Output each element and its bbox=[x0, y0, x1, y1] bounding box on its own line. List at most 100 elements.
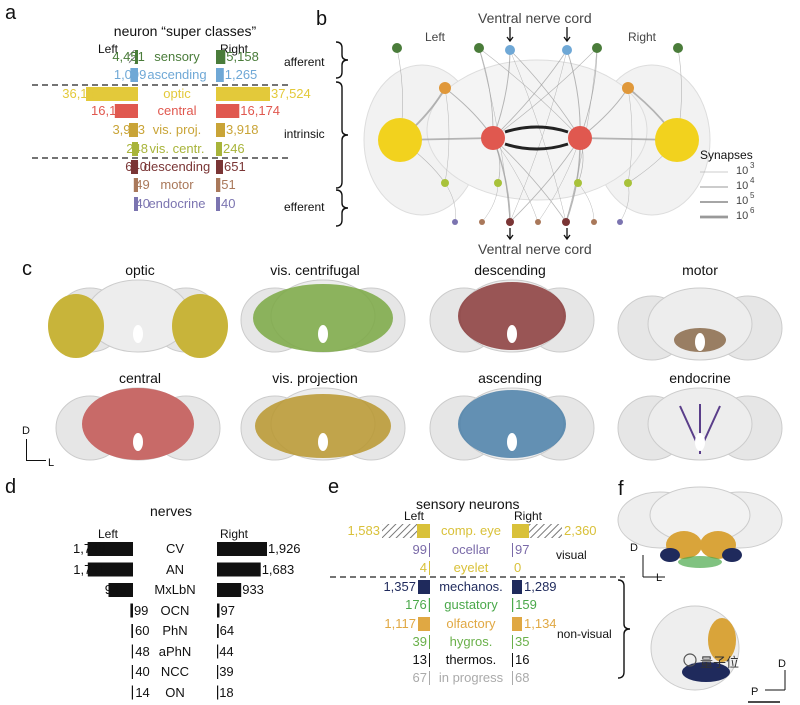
panel-a-bar-left-4 bbox=[129, 123, 138, 137]
panel-d-bar-left-2 bbox=[108, 583, 133, 597]
panel-e-left-value: 99 bbox=[412, 542, 427, 557]
panel-e-row-label: comp. eye bbox=[441, 523, 501, 538]
panel-d-right-header: Right bbox=[220, 527, 249, 541]
panel-a-left-value: 36,131 bbox=[62, 86, 102, 101]
panel-a-brace-afferent bbox=[335, 41, 349, 79]
panel-f-axis-l1: L bbox=[656, 572, 663, 584]
panel-a-right-value: 3,918 bbox=[225, 122, 259, 137]
panel-b-legend-base: 10 bbox=[736, 210, 749, 222]
panel-a-brace-efferent bbox=[335, 189, 349, 227]
panel-d-right-value: 933 bbox=[242, 582, 264, 597]
panel-a-right-value: 5,158 bbox=[226, 49, 259, 64]
panel-c-label: descending bbox=[474, 262, 546, 278]
panel-b-legend-title: Synapses bbox=[700, 148, 753, 162]
panel-d-row-label: OCN bbox=[160, 602, 190, 618]
panel-c-label: endocrine bbox=[669, 370, 731, 386]
panel-a-row-label: ascending bbox=[147, 67, 207, 82]
panel-a-bar-right-4 bbox=[216, 123, 225, 137]
panel-e-right-value: 68 bbox=[515, 670, 530, 685]
panel-e-title: sensory neurons bbox=[416, 496, 520, 512]
panel-letter-a: a bbox=[5, 2, 17, 24]
panel-b-top-label: Ventral nerve cord bbox=[478, 10, 592, 26]
panel-b-node-s3 bbox=[592, 43, 602, 53]
panel-e-group-nonvisual: non-visual bbox=[557, 627, 612, 641]
panel-e-bar-right-0 bbox=[512, 524, 529, 538]
panel-e-row-label: hygros. bbox=[449, 634, 493, 649]
panel-a-group-efferent: efferent bbox=[284, 200, 325, 214]
panel-a-bar-left-5 bbox=[132, 142, 138, 156]
panel-c-label: central bbox=[118, 370, 162, 386]
panel-b-node-g1 bbox=[441, 179, 449, 187]
panel-e-right-header: Right bbox=[514, 509, 543, 523]
panel-e-bar-left-1 bbox=[429, 543, 430, 557]
panel-a-right-value: 51 bbox=[221, 177, 236, 192]
panel-b-legend-exponent: 3 bbox=[750, 161, 755, 170]
panel-c-brain-4 bbox=[55, 387, 221, 461]
panel-c-axis-horizontal bbox=[26, 460, 46, 461]
panel-c-axis-l: L bbox=[48, 457, 55, 469]
panel-d-bar-right-4 bbox=[217, 624, 219, 638]
panel-a-right-value: 40 bbox=[221, 196, 236, 211]
panel-a-bar-right-2 bbox=[216, 87, 270, 101]
panel-b-node-s1 bbox=[392, 43, 402, 53]
panel-a-bar-right-5 bbox=[216, 142, 222, 156]
panel-e-left-header: Left bbox=[404, 509, 425, 523]
panel-c-brain-1 bbox=[240, 279, 406, 353]
panel-a-bar-left-2 bbox=[86, 87, 138, 101]
panel-e-left-value: 1,117 bbox=[384, 616, 416, 631]
panel-d-row-label: MxLbN bbox=[154, 582, 196, 597]
panel-d-right-value: 44 bbox=[219, 643, 234, 659]
panel-f-axis-d2: D bbox=[778, 658, 786, 670]
panel-e-bar-left-6 bbox=[429, 635, 430, 649]
panel-a-right-value: 16,174 bbox=[240, 103, 281, 118]
panel-e-bar-right-5 bbox=[512, 617, 522, 631]
panel-e-brace-nonvisual bbox=[617, 579, 631, 679]
panel-b-arrowhead-bottom-0 bbox=[506, 234, 514, 241]
panel-f-watermark-icon bbox=[683, 653, 697, 667]
panel-e-row-label: gustatory bbox=[444, 597, 498, 612]
panel-d-bar-right-0 bbox=[217, 542, 267, 556]
panel-a-left-value: 16,143 bbox=[91, 103, 131, 118]
panel-c-label: optic bbox=[125, 262, 155, 278]
panel-e-right-value: 2,360 bbox=[564, 523, 597, 538]
panel-f-top-mech-left bbox=[660, 548, 680, 562]
panel-e-right-value: 1,134 bbox=[524, 616, 557, 631]
panel-b-node-g3 bbox=[574, 179, 582, 187]
panel-d-left-value: 60 bbox=[134, 623, 150, 638]
panel-a-row-label: sensory bbox=[154, 49, 200, 64]
panel-d-bar-left-0 bbox=[87, 542, 133, 556]
panel-d-row-label: ON bbox=[165, 684, 185, 700]
panel-b-edge bbox=[492, 49, 568, 139]
panel-e-right-value: 159 bbox=[515, 597, 537, 612]
panel-d-bar-right-5 bbox=[217, 644, 219, 659]
panel-e-right-value: 97 bbox=[515, 542, 530, 557]
panel-a-left-value: 248 bbox=[126, 141, 148, 156]
panel-a-row-label: vis. centr. bbox=[149, 141, 205, 156]
panel-e-bar-right-8 bbox=[512, 671, 513, 685]
panel-b-edge bbox=[627, 87, 633, 184]
panel-b-left-label: Left bbox=[425, 30, 446, 44]
panel-e-bar-right-1 bbox=[512, 543, 513, 557]
panel-e-left-value: 13 bbox=[412, 652, 427, 667]
panel-letter-c: c bbox=[22, 258, 32, 280]
panel-d-right-value: 97 bbox=[220, 602, 235, 618]
panel-e-row-label: eyelet bbox=[453, 560, 489, 575]
panel-a-bar-right-6 bbox=[216, 160, 223, 174]
panel-b-node-cl bbox=[481, 126, 505, 150]
panel-b-node-b1 bbox=[452, 219, 458, 225]
panel-b-node-s2 bbox=[474, 43, 484, 53]
panel-a-row-label: descending bbox=[143, 159, 211, 174]
panel-a-bar-left-1 bbox=[130, 68, 138, 82]
panel-f-top-mech-right bbox=[722, 548, 742, 562]
panel-d-left-value: 14 bbox=[135, 684, 150, 700]
panel-letter-f: f bbox=[618, 478, 624, 500]
panel-b-legend-exponent: 5 bbox=[750, 191, 755, 200]
panel-d-right-value: 1,926 bbox=[268, 541, 301, 556]
panel-a-right-value: 246 bbox=[222, 141, 245, 156]
panel-c-brain-3 bbox=[617, 287, 783, 361]
panel-b-arrowhead-bottom-1 bbox=[563, 234, 571, 241]
